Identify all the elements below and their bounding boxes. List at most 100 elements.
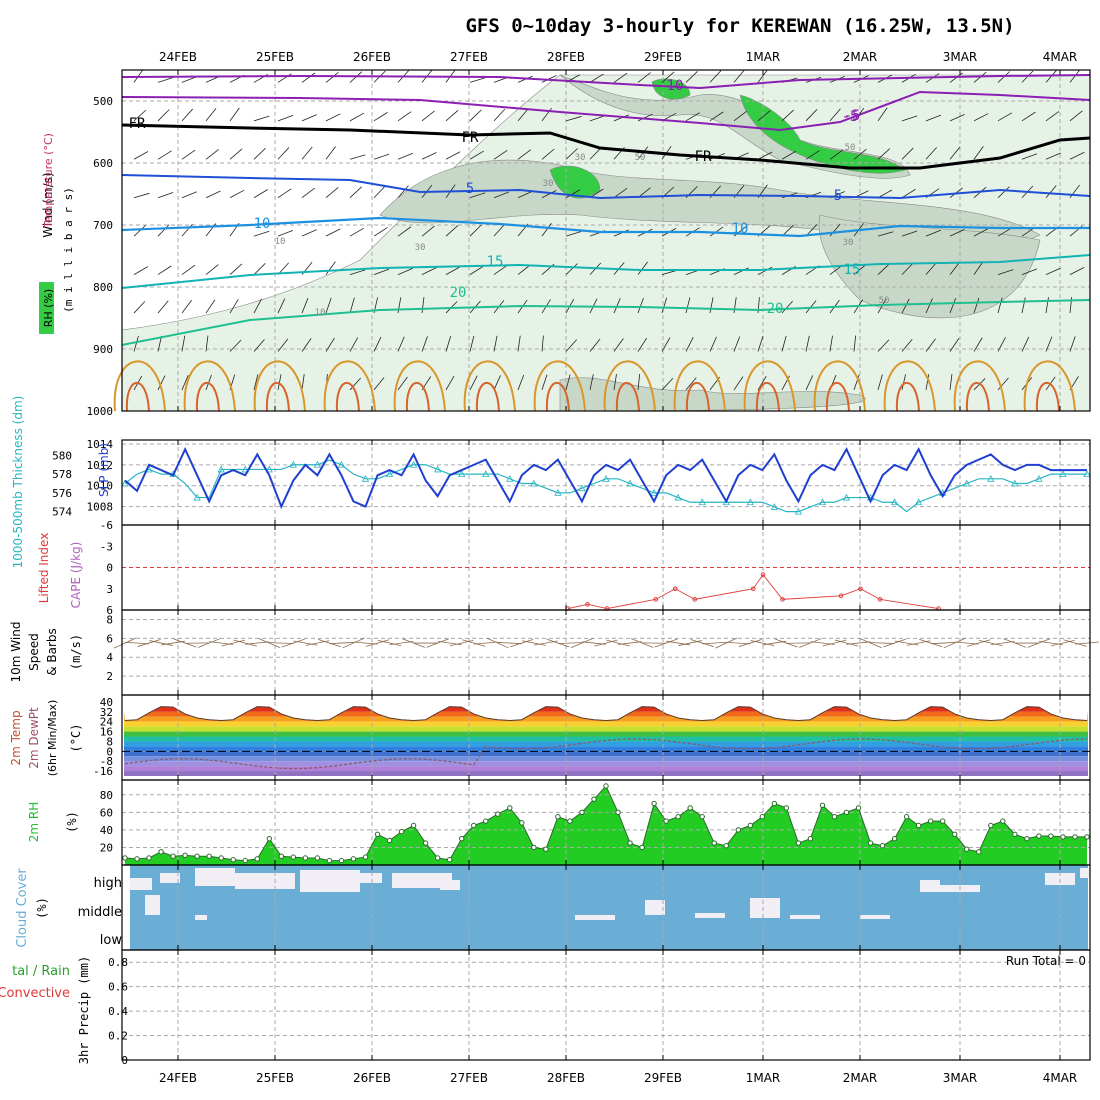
wind10-barb bbox=[317, 638, 341, 648]
date-label-bottom-27FEB: 27FEB bbox=[450, 1071, 488, 1085]
wind-barb bbox=[709, 111, 724, 122]
temp-contour-minus10 bbox=[121, 74, 1091, 90]
thickness-point bbox=[1083, 470, 1091, 478]
rh-contour-label: 50 bbox=[879, 296, 890, 306]
wind10-barb bbox=[822, 639, 847, 647]
wind-barb bbox=[757, 266, 773, 275]
hot-contour bbox=[405, 381, 430, 412]
temp2m-ylabel-c: (6hr Min/Max) bbox=[46, 700, 59, 777]
thickness-point bbox=[578, 484, 586, 492]
thickness-point bbox=[794, 507, 803, 515]
rh2m-point bbox=[1060, 834, 1066, 840]
thickness-point bbox=[121, 479, 129, 487]
pressure-tick-1000: 1000 bbox=[87, 405, 114, 418]
thickness-point bbox=[722, 498, 730, 506]
wind-barb bbox=[493, 150, 508, 160]
wind-barb bbox=[613, 187, 628, 199]
wind-barb bbox=[853, 148, 867, 160]
wind-barb bbox=[445, 151, 461, 160]
wind-barb bbox=[973, 297, 980, 314]
temp-contour-minus5 bbox=[121, 90, 1091, 132]
wind-barb bbox=[253, 263, 266, 275]
wind10-barb bbox=[690, 639, 714, 647]
thickness-point bbox=[1011, 479, 1019, 487]
temp2m-tick-24: 24 bbox=[100, 716, 114, 729]
cloud-gap bbox=[352, 873, 382, 883]
cape-tick--3: -3 bbox=[100, 540, 113, 553]
wind-barb bbox=[997, 186, 1010, 199]
wind10-point bbox=[183, 660, 187, 664]
wind-barb bbox=[133, 109, 147, 122]
wind10-point bbox=[412, 646, 416, 650]
wind10-barb bbox=[919, 638, 943, 648]
rh2m-point bbox=[555, 814, 561, 820]
warm-contour bbox=[1023, 360, 1076, 412]
rh2m-point bbox=[507, 805, 513, 811]
thickness-line bbox=[124, 459, 1087, 513]
rh2m-point bbox=[170, 853, 176, 859]
rh2m-point bbox=[711, 840, 717, 846]
temp-contour-label: -5 bbox=[842, 109, 859, 125]
wind-barb bbox=[877, 298, 887, 314]
wind-barb bbox=[205, 108, 217, 122]
wind-barb bbox=[925, 229, 941, 237]
temp-band bbox=[124, 771, 1088, 776]
wind10-barb bbox=[293, 640, 318, 646]
temp-contour-5 bbox=[121, 174, 1091, 200]
temp-mask bbox=[122, 695, 1090, 721]
wind-barb bbox=[205, 190, 221, 199]
wind-barb bbox=[589, 374, 594, 391]
rh2m-point bbox=[567, 818, 573, 824]
wind-barb bbox=[997, 112, 1013, 122]
wind-barb bbox=[949, 261, 961, 275]
pressure-tick-700: 700 bbox=[93, 219, 113, 232]
wind-barb bbox=[181, 149, 196, 160]
wind-barb bbox=[565, 231, 582, 237]
wind-barb bbox=[925, 338, 936, 352]
wind-barb bbox=[229, 299, 239, 314]
rh2m-point bbox=[663, 818, 669, 824]
wind-barb bbox=[397, 152, 413, 160]
cape-tick-0: 0 bbox=[106, 562, 113, 575]
rh2m-point bbox=[952, 831, 958, 837]
warm-contour bbox=[393, 360, 446, 412]
temp2m-tick-8: 8 bbox=[106, 735, 113, 748]
wind-barb bbox=[1021, 297, 1026, 314]
wind-barb bbox=[709, 297, 714, 314]
rh2m-point bbox=[134, 856, 140, 862]
hot-contour bbox=[475, 381, 500, 412]
wind-barb bbox=[325, 228, 341, 237]
wind10-barb bbox=[1051, 639, 1075, 647]
wind10-point bbox=[688, 646, 692, 650]
wind10-point bbox=[893, 660, 897, 664]
wind10-point bbox=[291, 665, 295, 669]
wind-barb bbox=[973, 228, 989, 237]
wind-barb bbox=[733, 267, 749, 275]
rh2m-point bbox=[230, 857, 236, 863]
wind-barb bbox=[613, 338, 624, 352]
wind-barb bbox=[1045, 111, 1060, 122]
thickness-point bbox=[602, 474, 610, 482]
thickness-point bbox=[626, 479, 634, 487]
rh2m-point bbox=[771, 800, 778, 807]
wind10-barb bbox=[377, 639, 402, 647]
warm-contour bbox=[743, 360, 796, 412]
slp-tick-1014: 1014 bbox=[87, 438, 114, 451]
wind10-ylabel-unit: (m/s) bbox=[69, 634, 83, 670]
hot-contour bbox=[685, 381, 710, 412]
precip-tick-0.2: 0.2 bbox=[108, 1030, 128, 1043]
wind-barb bbox=[997, 297, 1003, 314]
wind10-barb bbox=[774, 638, 798, 648]
wind-barb bbox=[637, 337, 648, 352]
cloud-level-low: low bbox=[100, 933, 123, 948]
wind10-point bbox=[676, 632, 680, 636]
wind10-barb bbox=[930, 642, 955, 645]
rh2m-point bbox=[434, 855, 441, 861]
wind-barb bbox=[997, 377, 1009, 391]
precip-ylabel-rain: tal / Rain bbox=[12, 964, 70, 979]
temp-contour-label: 5 bbox=[834, 188, 842, 204]
wind10-barb bbox=[546, 638, 570, 648]
wind-barb bbox=[493, 375, 501, 391]
slp-ylabel-slp: SLP (mb) bbox=[97, 443, 111, 497]
warm-contour bbox=[253, 360, 306, 412]
